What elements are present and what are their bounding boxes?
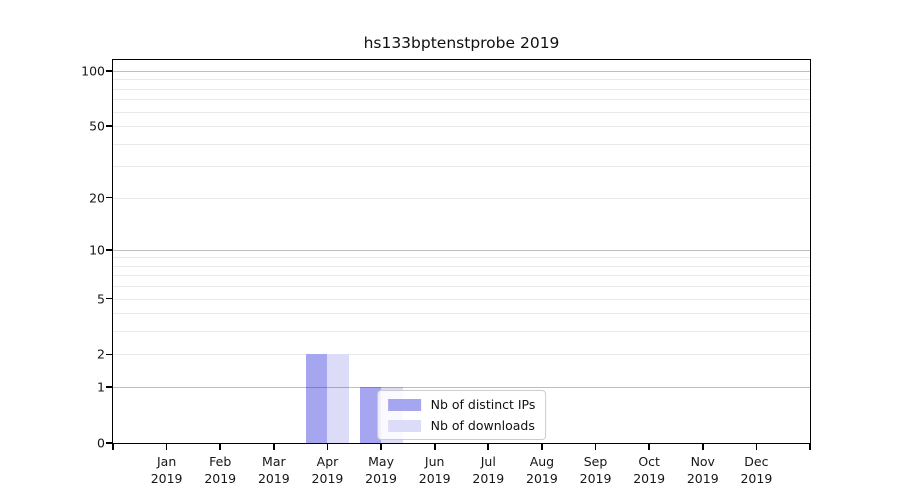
x-tick-month: Jun (424, 454, 445, 469)
x-tick-year: 2019 (472, 471, 505, 486)
x-edge-tick (112, 443, 114, 450)
x-tick-year: 2019 (150, 471, 183, 486)
bar-nb-of-distinct-ips (359, 387, 382, 443)
x-tick-year: 2019 (204, 471, 237, 486)
legend-label: Nb of downloads (430, 418, 535, 433)
x-tick-label: Oct 2019 (617, 453, 681, 487)
y-tick-label: 20 (89, 190, 105, 206)
x-tick-year: 2019 (365, 471, 397, 486)
y-tick-label: 50 (89, 118, 105, 134)
x-tick-label: Mar 2019 (242, 453, 306, 487)
minor-gridline (113, 126, 810, 128)
legend-label: Nb of distinct IPs (430, 397, 536, 412)
minor-gridline (113, 298, 810, 300)
minor-gridline (113, 166, 810, 168)
x-tick-label: Aug 2019 (510, 453, 574, 487)
x-tick (487, 443, 490, 450)
legend-item: Nb of distinct IPs (387, 397, 536, 412)
y-tick (106, 125, 113, 127)
x-tick-year: 2019 (740, 471, 773, 486)
x-tick-year: 2019 (418, 471, 451, 486)
x-tick (433, 443, 436, 450)
major-gridline (113, 249, 810, 251)
x-tick (594, 443, 597, 450)
y-tick-label: 0 (97, 435, 105, 451)
x-tick-month: Feb (209, 454, 232, 469)
x-tick-label: Jul 2019 (456, 453, 520, 487)
x-tick-label: Sep 2019 (564, 453, 628, 487)
x-tick (219, 443, 222, 450)
x-tick (326, 443, 329, 450)
x-tick-year: 2019 (311, 471, 344, 486)
x-tick (380, 443, 382, 450)
x-edge-tick (809, 443, 811, 450)
y-tick-label: 10 (89, 242, 105, 258)
y-tick (106, 353, 113, 356)
x-tick-label: May 2019 (349, 453, 413, 487)
x-tick-label: Feb 2019 (188, 453, 252, 487)
x-tick (648, 443, 650, 450)
x-tick-month: Nov (690, 454, 715, 469)
x-tick-month: Dec (744, 454, 769, 469)
minor-gridline (113, 354, 810, 356)
y-tick (106, 248, 113, 251)
x-tick-month: Aug (529, 454, 555, 469)
x-tick (165, 443, 168, 450)
y-tick (106, 442, 113, 444)
legend: Nb of distinct IPs Nb of downloads (376, 390, 547, 440)
minor-gridline (113, 143, 810, 145)
minor-gridline (113, 265, 810, 267)
x-tick (272, 443, 275, 450)
bar-nb-of-distinct-ips (306, 354, 328, 443)
x-tick-month: Mar (262, 454, 286, 469)
x-tick-year: 2019 (633, 471, 666, 486)
minor-gridline (113, 197, 810, 199)
x-tick-month: Oct (638, 454, 660, 469)
x-tick-month: May (368, 454, 394, 469)
x-tick-month: Jan (156, 454, 177, 469)
y-tick-label: 100 (81, 63, 105, 79)
chart-title: hs133bptenstprobe 2019 (363, 34, 560, 52)
legend-item: Nb of downloads (387, 418, 536, 433)
minor-gridline (113, 286, 810, 288)
y-tick (106, 297, 113, 300)
minor-gridline (113, 313, 810, 315)
x-tick (701, 443, 704, 450)
minor-gridline (113, 111, 810, 113)
x-tick-year: 2019 (579, 471, 612, 486)
x-tick-year: 2019 (526, 471, 558, 486)
x-tick-month: Sep (583, 454, 608, 469)
x-tick (755, 443, 758, 450)
plot-area: 0 1 2 5 10 20 50 100 Jan 2019 Feb 2019 Mar 2019 Apr 201… (81, 59, 811, 486)
minor-gridline (113, 99, 810, 101)
legend-swatch (387, 398, 421, 411)
legend-swatch (387, 419, 421, 432)
y-tick (106, 196, 113, 199)
x-tick-label: Apr 2019 (295, 453, 359, 487)
bar-nb-of-downloads (327, 354, 349, 443)
x-tick-year: 2019 (257, 471, 290, 486)
minor-gridline (113, 275, 810, 277)
major-gridline (113, 387, 810, 389)
x-tick (541, 443, 543, 450)
y-tick-label: 5 (97, 291, 105, 307)
y-tick-label: 2 (97, 346, 105, 362)
x-tick-label: Nov 2019 (671, 453, 735, 487)
minor-gridline (113, 257, 810, 259)
y-tick-label: 1 (97, 379, 105, 395)
major-gridline (113, 71, 810, 72)
x-tick-label: Dec 2019 (724, 453, 788, 487)
x-tick-label: Jan 2019 (135, 453, 199, 487)
y-tick (106, 386, 113, 388)
x-tick-month: Apr (316, 454, 339, 469)
minor-gridline (113, 88, 810, 90)
x-tick-label: Jun 2019 (403, 453, 467, 487)
minor-gridline (113, 331, 810, 333)
y-tick (106, 70, 113, 72)
x-tick-month: Jul (480, 454, 496, 469)
x-tick-year: 2019 (686, 471, 719, 486)
minor-gridline (113, 79, 810, 81)
